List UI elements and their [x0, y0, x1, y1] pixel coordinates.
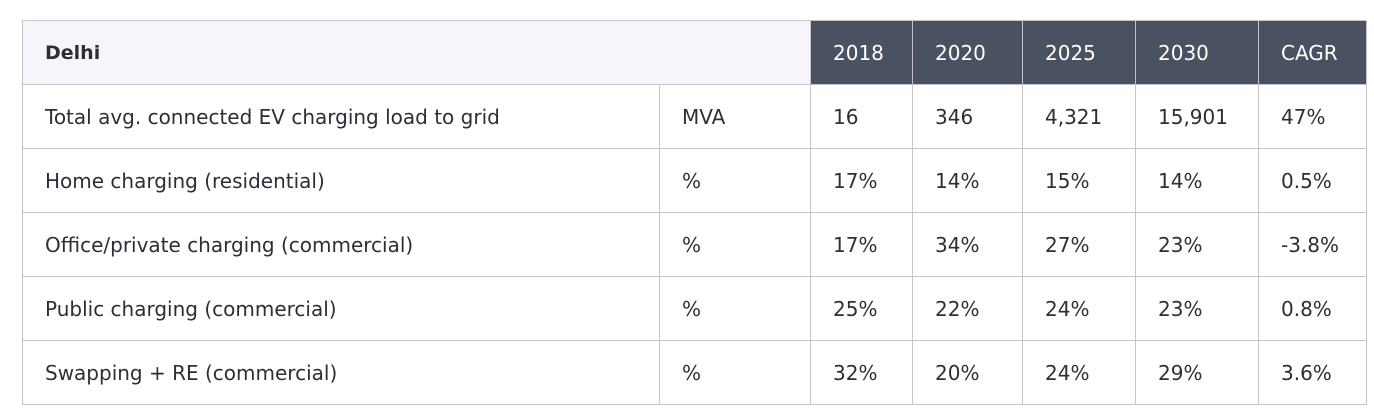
row-unit: %: [659, 212, 811, 277]
cell-value: 32%: [810, 340, 913, 405]
year-header-2018: 2018: [810, 20, 913, 85]
year-header-2020: 2020: [912, 20, 1023, 85]
row-unit: %: [659, 276, 811, 341]
cell-value: 23%: [1135, 212, 1259, 277]
cell-value: 24%: [1022, 340, 1136, 405]
row-label: Total avg. connected EV charging load to…: [22, 84, 660, 149]
table-row: Home charging (residential) % 17% 14% 15…: [22, 148, 1367, 213]
table-row: Public charging (commercial) % 25% 22% 2…: [22, 276, 1367, 341]
cell-value: 15,901: [1135, 84, 1259, 149]
cell-value: -3.8%: [1258, 212, 1367, 277]
cell-value: 0.8%: [1258, 276, 1367, 341]
cell-value: 17%: [810, 212, 913, 277]
table-row: Office/private charging (commercial) % 1…: [22, 212, 1367, 277]
row-label: Office/private charging (commercial): [22, 212, 660, 277]
table-row: Total avg. connected EV charging load to…: [22, 84, 1367, 149]
row-unit: %: [659, 340, 811, 405]
cell-value: 47%: [1258, 84, 1367, 149]
region-header: Delhi: [22, 20, 811, 85]
cell-value: 4,321: [1022, 84, 1136, 149]
row-label: Swapping + RE (commercial): [22, 340, 660, 405]
cell-value: 0.5%: [1258, 148, 1367, 213]
table-header-row: Delhi 2018 2020 2025 2030 CAGR: [22, 20, 1367, 85]
cell-value: 14%: [912, 148, 1023, 213]
charging-load-table-container: Delhi 2018 2020 2025 2030 CAGR Total avg…: [22, 20, 1367, 405]
cell-value: 34%: [912, 212, 1023, 277]
cell-value: 25%: [810, 276, 913, 341]
cell-value: 17%: [810, 148, 913, 213]
cell-value: 20%: [912, 340, 1023, 405]
cell-value: 29%: [1135, 340, 1259, 405]
cell-value: 346: [912, 84, 1023, 149]
cell-value: 3.6%: [1258, 340, 1367, 405]
cell-value: 24%: [1022, 276, 1136, 341]
cell-value: 27%: [1022, 212, 1136, 277]
cell-value: 16: [810, 84, 913, 149]
cell-value: 23%: [1135, 276, 1259, 341]
table-row: Swapping + RE (commercial) % 32% 20% 24%…: [22, 340, 1367, 405]
cell-value: 15%: [1022, 148, 1136, 213]
year-header-2025: 2025: [1022, 20, 1136, 85]
cell-value: 14%: [1135, 148, 1259, 213]
row-unit: %: [659, 148, 811, 213]
cell-value: 22%: [912, 276, 1023, 341]
cagr-header: CAGR: [1258, 20, 1367, 85]
year-header-2030: 2030: [1135, 20, 1259, 85]
row-label: Public charging (commercial): [22, 276, 660, 341]
row-unit: MVA: [659, 84, 811, 149]
row-label: Home charging (residential): [22, 148, 660, 213]
charging-load-table: Delhi 2018 2020 2025 2030 CAGR Total avg…: [22, 20, 1367, 405]
